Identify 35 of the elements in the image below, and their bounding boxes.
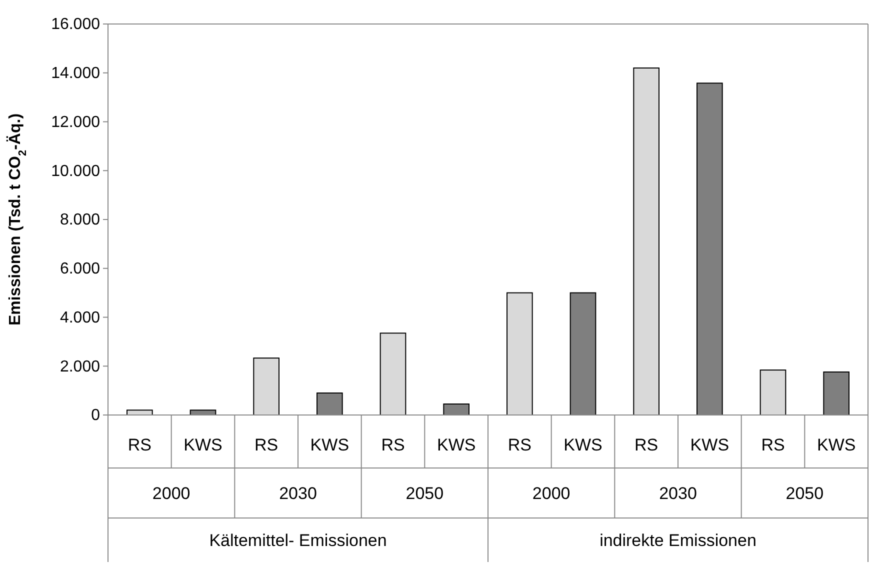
y-tick-label: 4.000 bbox=[60, 309, 100, 326]
x-tick-label: RS bbox=[128, 435, 152, 454]
bar bbox=[633, 67, 660, 416]
x-tick-label: RS bbox=[634, 435, 658, 454]
x-tick-label: KWS bbox=[436, 435, 476, 454]
bar bbox=[253, 358, 280, 416]
y-tick-label: 16.000 bbox=[51, 16, 100, 34]
x-tick-label: KWS bbox=[184, 435, 222, 454]
y-tick-label: 12.000 bbox=[51, 114, 100, 131]
x-tick-label: KWS bbox=[310, 435, 350, 454]
bar bbox=[506, 292, 533, 416]
x-tick-label: RS bbox=[381, 435, 405, 454]
x-tick-label: KWS bbox=[690, 435, 730, 454]
x-tick-label: RS bbox=[761, 435, 785, 454]
y-tick-label: 14.000 bbox=[51, 64, 100, 82]
y-tick-label: 8.000 bbox=[60, 212, 100, 229]
text: Kältemittel- Emissionen bbox=[209, 531, 387, 550]
text: 2030 bbox=[279, 484, 317, 503]
text: 2000 bbox=[532, 484, 570, 503]
y-tick-label: 6.000 bbox=[60, 260, 100, 278]
text: 2000 bbox=[152, 484, 190, 503]
text: 2050 bbox=[406, 484, 444, 503]
text: indirekte Emissionen bbox=[600, 531, 756, 550]
bar bbox=[760, 370, 786, 416]
x-tick-label: KWS bbox=[816, 435, 856, 454]
bar bbox=[380, 332, 406, 416]
x-tick-label: RS bbox=[254, 435, 278, 454]
bar bbox=[126, 410, 153, 416]
text: 2050 bbox=[786, 484, 824, 503]
y-tick-label: 2.000 bbox=[60, 358, 100, 376]
y-tick-label: 0 bbox=[91, 407, 100, 424]
x-tick-label: KWS bbox=[564, 435, 602, 454]
y-tick-label: 10.000 bbox=[51, 162, 100, 180]
x-tick-label: RS bbox=[508, 435, 532, 454]
text: 2030 bbox=[659, 484, 697, 503]
